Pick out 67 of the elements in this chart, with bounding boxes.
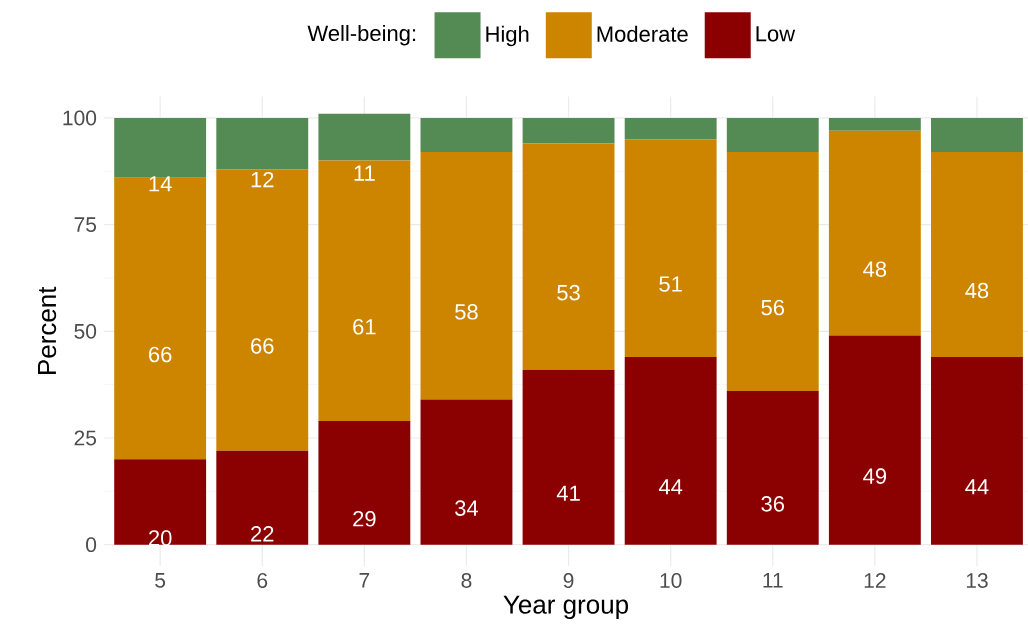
bar bbox=[522, 143, 615, 370]
x-tick-label: 6 bbox=[257, 573, 268, 588]
legend-title: Well-being: bbox=[307, 24, 416, 46]
data-label: 53 bbox=[557, 284, 580, 301]
y-tick-label: 25 bbox=[74, 430, 97, 446]
bar bbox=[420, 117, 513, 153]
bar bbox=[420, 399, 513, 545]
y-tick-label: 50 bbox=[74, 323, 97, 339]
y-tick-label: 100 bbox=[63, 110, 97, 126]
bar bbox=[114, 117, 207, 178]
x-tick-label: 9 bbox=[563, 573, 574, 588]
bar bbox=[420, 152, 513, 400]
bar bbox=[624, 117, 717, 140]
bar bbox=[522, 117, 615, 144]
x-axis-title: Year group bbox=[503, 595, 629, 619]
bar bbox=[318, 113, 411, 161]
bar bbox=[828, 335, 921, 545]
data-label: 66 bbox=[149, 346, 172, 363]
x-tick-label: 5 bbox=[155, 573, 166, 588]
data-label: 29 bbox=[353, 511, 376, 527]
bar bbox=[931, 152, 1023, 357]
bar bbox=[931, 356, 1023, 545]
bar bbox=[318, 420, 411, 545]
bar bbox=[931, 117, 1023, 153]
data-label: 49 bbox=[863, 468, 887, 484]
data-label: 14 bbox=[149, 176, 172, 192]
legend-label: High bbox=[486, 25, 529, 47]
data-label: 44 bbox=[965, 479, 989, 495]
legend-label: Low bbox=[756, 26, 796, 42]
bar bbox=[114, 177, 207, 460]
bar bbox=[216, 117, 309, 170]
data-label: 58 bbox=[455, 304, 478, 320]
data-label: 61 bbox=[353, 318, 376, 335]
data-label: 51 bbox=[659, 276, 682, 292]
y-tick-label: 0 bbox=[86, 537, 97, 553]
bar bbox=[624, 139, 717, 357]
x-tick-label: 8 bbox=[461, 573, 472, 588]
data-label: 22 bbox=[251, 526, 274, 542]
data-label: 12 bbox=[251, 171, 274, 188]
bar bbox=[216, 450, 309, 545]
data-label: 66 bbox=[251, 338, 274, 354]
bar bbox=[522, 369, 615, 545]
data-label: 56 bbox=[761, 299, 785, 316]
data-label: 11 bbox=[354, 165, 375, 181]
bar bbox=[216, 169, 309, 451]
legend-label: Moderate bbox=[597, 25, 688, 42]
data-label: 34 bbox=[455, 500, 479, 516]
y-axis-title: Percent bbox=[38, 286, 57, 374]
data-label: 41 bbox=[556, 485, 580, 501]
x-tick-label: 13 bbox=[966, 573, 988, 588]
bar bbox=[828, 117, 921, 131]
data-label: 48 bbox=[863, 261, 887, 277]
x-tick-label: 10 bbox=[660, 573, 682, 588]
data-label: 36 bbox=[761, 496, 785, 512]
x-tick-label: 11 bbox=[763, 573, 783, 588]
bar bbox=[114, 459, 207, 545]
x-tick-label: 7 bbox=[359, 573, 370, 588]
bar bbox=[726, 391, 819, 545]
bar bbox=[726, 117, 819, 153]
data-label: 44 bbox=[658, 479, 683, 495]
data-label: 48 bbox=[965, 282, 989, 299]
bar bbox=[624, 356, 717, 545]
x-tick-label: 12 bbox=[864, 573, 886, 588]
bar bbox=[828, 130, 921, 336]
y-tick-label: 75 bbox=[74, 217, 97, 232]
bar bbox=[318, 160, 411, 421]
bar bbox=[726, 152, 819, 392]
